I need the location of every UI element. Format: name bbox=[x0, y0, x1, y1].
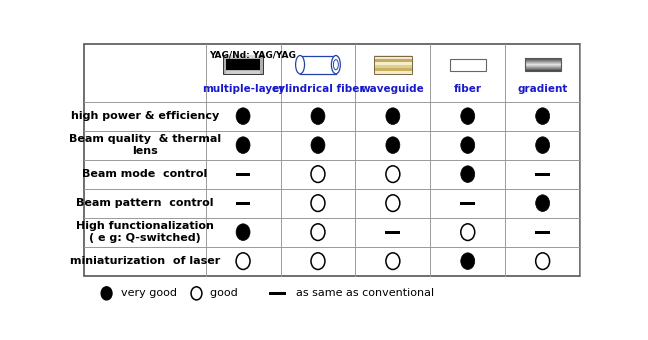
Text: very good: very good bbox=[113, 288, 176, 299]
Ellipse shape bbox=[536, 137, 550, 153]
Text: cylindrical fiber: cylindrical fiber bbox=[272, 84, 364, 94]
Bar bbox=[524, 60, 561, 61]
Ellipse shape bbox=[461, 166, 475, 183]
Bar bbox=[524, 62, 561, 63]
Bar bbox=[524, 60, 561, 61]
Ellipse shape bbox=[295, 55, 305, 74]
Ellipse shape bbox=[236, 224, 250, 240]
Bar bbox=[524, 67, 561, 68]
Bar bbox=[374, 55, 412, 74]
Text: waveguide: waveguide bbox=[361, 84, 424, 94]
Bar bbox=[524, 58, 561, 59]
Ellipse shape bbox=[461, 108, 475, 124]
Ellipse shape bbox=[536, 253, 550, 270]
Ellipse shape bbox=[236, 137, 250, 153]
Bar bbox=[524, 68, 561, 69]
Bar bbox=[524, 58, 561, 59]
Bar bbox=[374, 68, 412, 71]
Ellipse shape bbox=[311, 137, 325, 153]
Bar bbox=[460, 202, 475, 205]
Text: Beam pattern  control: Beam pattern control bbox=[76, 198, 214, 208]
Bar bbox=[300, 55, 336, 74]
Ellipse shape bbox=[461, 253, 475, 270]
Bar bbox=[374, 62, 412, 65]
Text: fiber: fiber bbox=[454, 84, 481, 94]
Ellipse shape bbox=[311, 195, 325, 211]
Text: YAG/Nd: YAG/YAG: YAG/Nd: YAG/YAG bbox=[209, 51, 295, 60]
Bar bbox=[524, 65, 561, 66]
Ellipse shape bbox=[311, 253, 325, 270]
Text: High functionalization
( e g: Q-switched): High functionalization ( e g: Q-switched… bbox=[76, 221, 214, 243]
Ellipse shape bbox=[191, 287, 202, 300]
Bar bbox=[524, 62, 561, 63]
Bar bbox=[223, 55, 263, 74]
Ellipse shape bbox=[461, 224, 475, 240]
Ellipse shape bbox=[311, 224, 325, 240]
Ellipse shape bbox=[461, 137, 475, 153]
Ellipse shape bbox=[331, 55, 340, 74]
Bar bbox=[374, 55, 412, 58]
Bar bbox=[524, 66, 561, 67]
Bar bbox=[524, 70, 561, 71]
Bar bbox=[524, 58, 561, 71]
Bar bbox=[374, 58, 412, 62]
Bar bbox=[374, 71, 412, 74]
Bar bbox=[535, 231, 550, 234]
Bar bbox=[226, 55, 260, 58]
Bar bbox=[524, 59, 561, 60]
Bar bbox=[524, 59, 561, 60]
Bar bbox=[524, 66, 561, 67]
Bar bbox=[236, 173, 250, 175]
Bar bbox=[374, 65, 412, 68]
Ellipse shape bbox=[236, 253, 250, 270]
Bar bbox=[524, 61, 561, 62]
Bar bbox=[524, 68, 561, 69]
Text: multiple-layer: multiple-layer bbox=[202, 84, 284, 94]
Bar bbox=[524, 63, 561, 64]
Bar bbox=[524, 64, 561, 65]
Bar bbox=[535, 173, 550, 175]
Ellipse shape bbox=[236, 108, 250, 124]
Ellipse shape bbox=[536, 108, 550, 124]
Ellipse shape bbox=[386, 195, 400, 211]
Ellipse shape bbox=[101, 287, 112, 300]
Ellipse shape bbox=[311, 166, 325, 183]
Bar bbox=[226, 71, 260, 74]
Bar bbox=[450, 59, 486, 71]
Bar bbox=[386, 231, 400, 234]
Text: Beam mode  control: Beam mode control bbox=[82, 169, 207, 179]
Bar bbox=[524, 69, 561, 70]
Bar bbox=[524, 65, 561, 66]
Text: good: good bbox=[203, 288, 238, 299]
Bar bbox=[268, 292, 286, 295]
Text: as same as conventional: as same as conventional bbox=[290, 288, 435, 299]
Ellipse shape bbox=[536, 195, 550, 211]
Ellipse shape bbox=[386, 137, 400, 153]
Ellipse shape bbox=[386, 253, 400, 270]
Text: high power & efficiency: high power & efficiency bbox=[71, 111, 219, 121]
Bar bbox=[236, 202, 250, 205]
Text: Beam quality  & thermal
lens: Beam quality & thermal lens bbox=[69, 134, 221, 156]
Bar bbox=[226, 59, 260, 70]
Bar bbox=[84, 44, 580, 276]
Ellipse shape bbox=[386, 166, 400, 183]
Text: gradient: gradient bbox=[518, 84, 568, 94]
Ellipse shape bbox=[311, 108, 325, 124]
Bar bbox=[524, 61, 561, 62]
Ellipse shape bbox=[386, 108, 400, 124]
Bar bbox=[524, 67, 561, 68]
Text: miniaturization  of laser: miniaturization of laser bbox=[70, 256, 220, 266]
